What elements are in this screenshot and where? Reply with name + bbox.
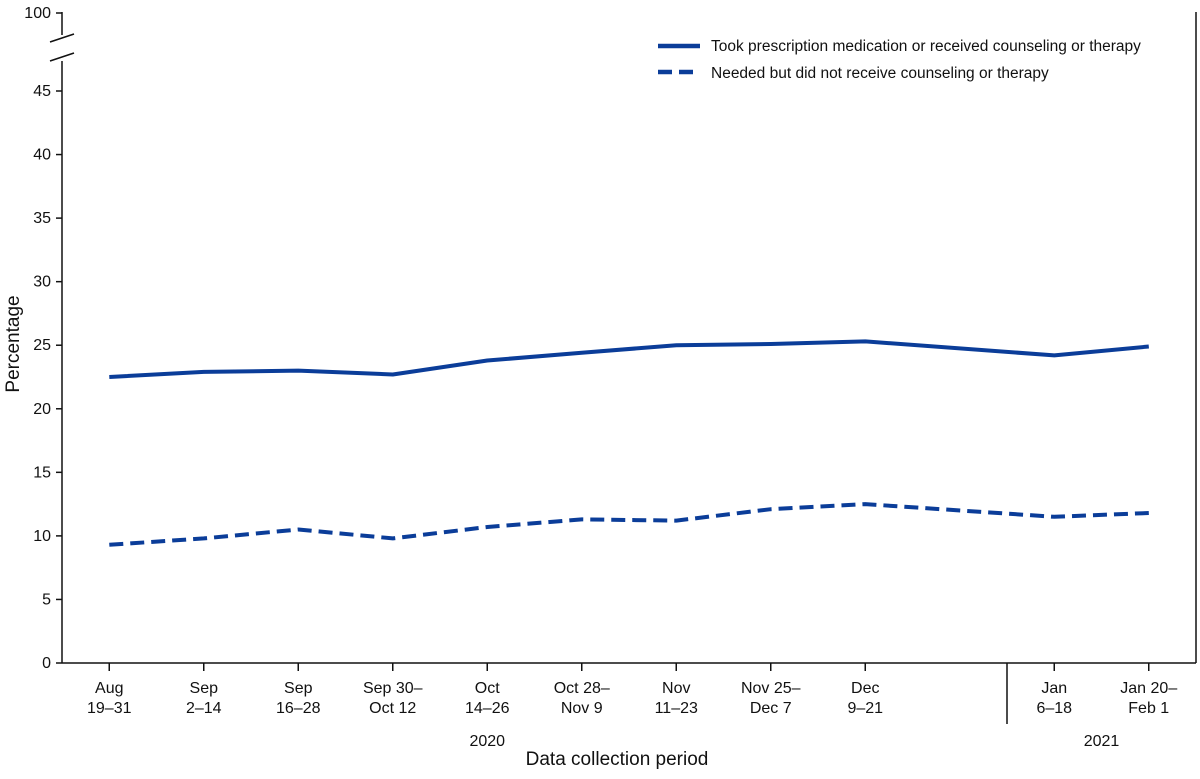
- year-label: 2020: [469, 733, 505, 750]
- series-line-1: [109, 339, 1149, 379]
- x-tick-label: 16–28: [276, 700, 321, 717]
- y-tick-label: 45: [33, 83, 51, 100]
- x-tick-label: Feb 1: [1128, 700, 1169, 717]
- x-tick-label: Oct 28–: [554, 680, 610, 697]
- x-tick-label: Dec: [851, 680, 879, 697]
- y-axis-ticks: 0 5 10 15 20 25 30 35 40 45: [33, 83, 62, 672]
- x-tick-label: 14–26: [465, 700, 510, 717]
- x-tick-label: Dec 7: [750, 700, 792, 717]
- y-tick-label: 5: [42, 591, 51, 608]
- x-axis-ticks: Aug 19–31 Sep 2–14 Sep 16–28 Sep 30– Oct 12 Oct 1…: [87, 663, 1177, 724]
- x-tick-label: Jan: [1041, 680, 1067, 697]
- series-line-2: [109, 502, 1149, 547]
- legend-label-series-1: Took prescription medication or received…: [711, 38, 1141, 55]
- x-tick-label: 9–21: [847, 700, 883, 717]
- x-tick-label: 19–31: [87, 700, 132, 717]
- x-tick-label: Nov 25–: [741, 680, 801, 697]
- x-tick-label: Jan 20–: [1120, 680, 1177, 697]
- x-tick-label: Nov 9: [561, 700, 603, 717]
- y-tick-label: 20: [33, 401, 51, 418]
- year-labels: 2020 2021: [469, 733, 1119, 750]
- x-tick-label: Sep: [284, 680, 313, 697]
- series-layer: [109, 339, 1149, 547]
- x-tick-label: Sep 30–: [363, 680, 423, 697]
- x-tick-label: 2–14: [186, 700, 222, 717]
- x-tick-label: Nov: [662, 680, 690, 697]
- y-break-top-label: 100: [24, 5, 51, 22]
- y-axis-title: Percentage: [3, 295, 24, 392]
- axis-break-icon: [49, 33, 75, 62]
- x-tick-label: 6–18: [1036, 700, 1072, 717]
- y-tick-label: 15: [33, 464, 51, 481]
- x-tick-label: Oct: [475, 680, 500, 697]
- y-tick-label: 0: [42, 655, 51, 672]
- y-tick-label: 35: [33, 210, 51, 227]
- y-tick-label: 10: [33, 528, 51, 545]
- x-tick-label: Sep: [190, 680, 219, 697]
- y-tick-label: 40: [33, 147, 51, 164]
- legend-label-series-2: Needed but did not receive counseling or…: [711, 65, 1049, 82]
- x-tick-label: Oct 12: [369, 700, 416, 717]
- y-tick-label: 25: [33, 337, 51, 354]
- legend: Took prescription medication or received…: [658, 38, 1141, 82]
- x-axis-title: Data collection period: [526, 749, 709, 770]
- year-label: 2021: [1084, 733, 1120, 750]
- x-tick-label: 11–23: [655, 700, 698, 717]
- y-tick-label: 30: [33, 274, 51, 291]
- x-tick-label: Aug: [95, 680, 123, 697]
